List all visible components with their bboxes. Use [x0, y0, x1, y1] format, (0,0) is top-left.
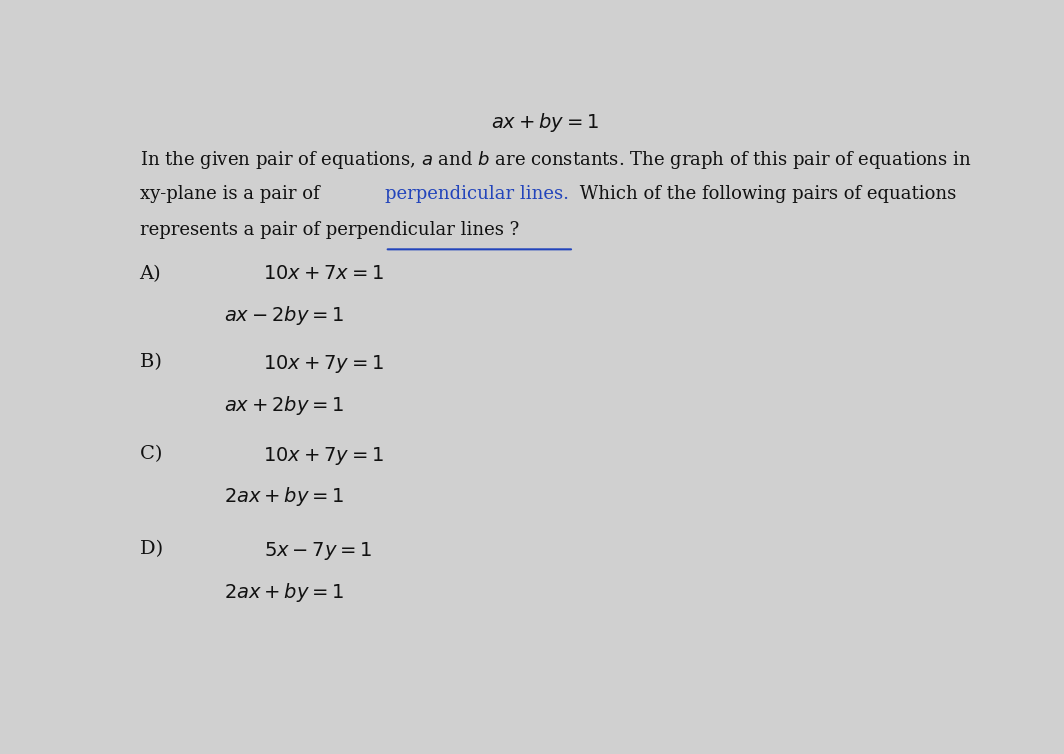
- Text: B): B): [139, 353, 168, 371]
- Text: $ax + 2by =1$: $ax + 2by =1$: [223, 394, 344, 416]
- Text: represents a pair of perpendicular lines ?: represents a pair of perpendicular lines…: [139, 220, 519, 238]
- Text: $10x + 7y = 1$: $10x + 7y = 1$: [263, 353, 384, 375]
- Text: perpendicular lines.: perpendicular lines.: [385, 185, 569, 203]
- Text: $ax - 2by =1$: $ax - 2by =1$: [223, 304, 344, 327]
- Text: $2ax + by =1$: $2ax + by =1$: [223, 486, 344, 508]
- Text: $10x + 7x =1$: $10x + 7x =1$: [263, 265, 384, 283]
- Text: In the given pair of equations, $a$ and $b$ are constants. The graph of this pai: In the given pair of equations, $a$ and …: [139, 149, 971, 170]
- Text: $ax + by = 1$: $ax + by = 1$: [492, 111, 599, 133]
- Text: D): D): [139, 541, 169, 559]
- Text: Which of the following pairs of equations: Which of the following pairs of equation…: [573, 185, 957, 203]
- Text: xy-plane is a pair of: xy-plane is a pair of: [139, 185, 325, 203]
- Text: A): A): [139, 265, 167, 283]
- Text: $10x + 7y = 1$: $10x + 7y = 1$: [264, 445, 384, 467]
- Text: $2ax + by =1$: $2ax + by =1$: [223, 581, 344, 604]
- Text: $5x - 7y = 1$: $5x - 7y = 1$: [264, 541, 372, 562]
- Text: C): C): [139, 445, 168, 463]
